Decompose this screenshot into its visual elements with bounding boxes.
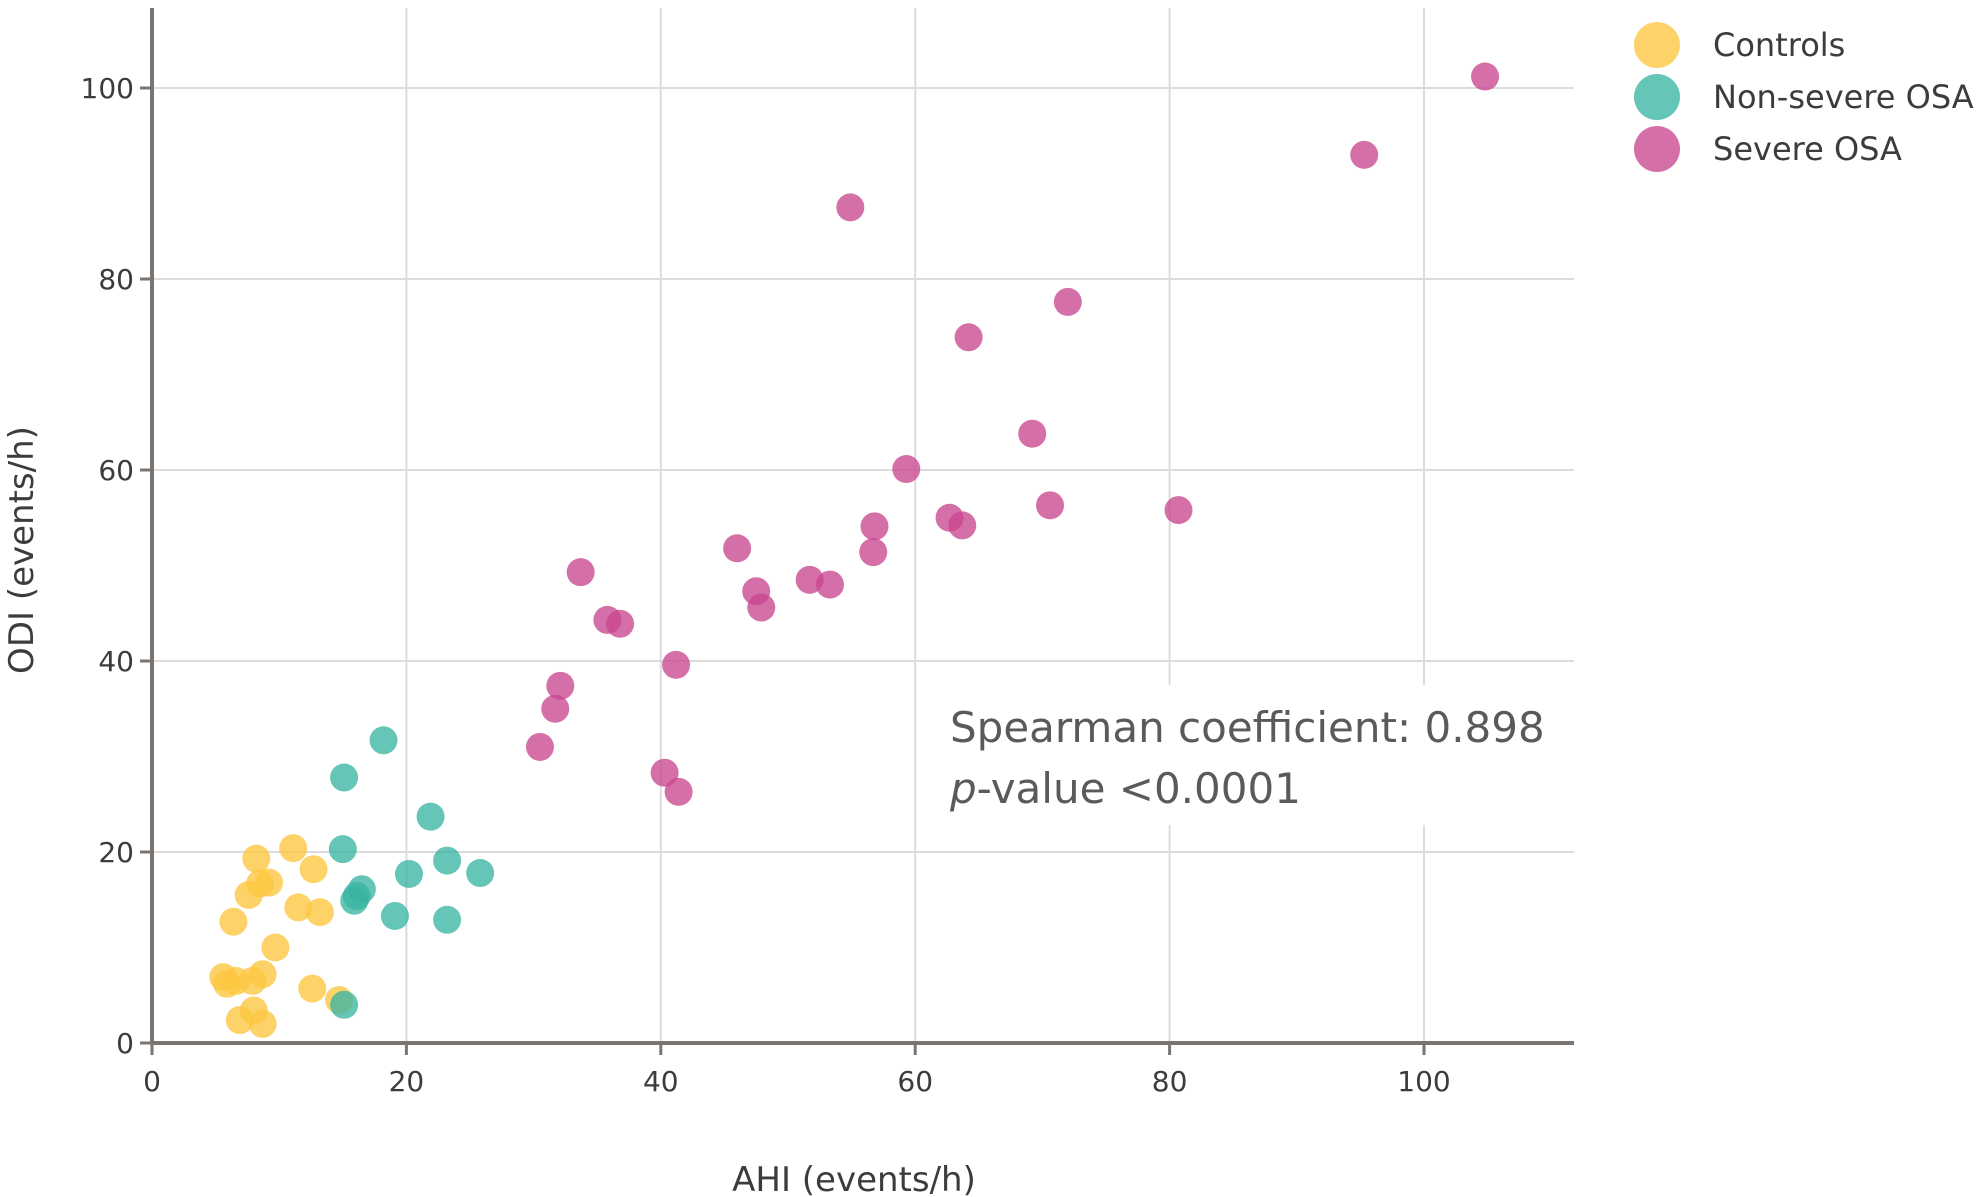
legend: Controls Non-severe OSA Severe OSA — [1634, 22, 1974, 172]
data-point — [261, 933, 290, 962]
data-point — [836, 193, 865, 222]
data-point — [954, 323, 983, 352]
data-point — [1018, 419, 1047, 448]
x-tick-label: 40 — [643, 1065, 679, 1098]
data-point — [948, 511, 977, 540]
legend-item: Non-severe OSA — [1634, 74, 1974, 120]
data-point — [433, 846, 462, 875]
data-point — [892, 455, 921, 484]
data-point — [859, 538, 888, 567]
annotation-pvalue-rest: -value <0.0001 — [977, 764, 1301, 813]
annotation-pvalue: p-value <0.0001 — [949, 764, 1301, 813]
data-point — [815, 570, 844, 599]
y-tick-label: 40 — [98, 645, 134, 678]
legend-marker — [1634, 74, 1680, 120]
gridlines — [152, 8, 1574, 1043]
annotation-background — [935, 685, 1555, 825]
x-tick-label: 100 — [1397, 1065, 1450, 1098]
data-point — [860, 512, 889, 541]
data-point — [1164, 496, 1193, 525]
data-point — [279, 834, 308, 863]
data-point — [330, 763, 359, 792]
annotation-pvalue-p: p — [949, 764, 977, 813]
series-controls — [209, 834, 353, 1038]
annotation-spearman: Spearman coefficient: 0.898 — [950, 703, 1545, 752]
data-point — [369, 726, 398, 755]
x-tick-label: 0 — [143, 1065, 161, 1098]
data-point — [248, 960, 277, 989]
data-points — [209, 62, 1500, 1038]
legend-label: Controls — [1713, 26, 1845, 64]
data-point — [525, 732, 554, 761]
data-point — [330, 990, 359, 1019]
data-point — [380, 901, 409, 930]
data-point — [248, 1009, 277, 1038]
legend-marker — [1634, 22, 1680, 68]
data-point — [394, 859, 423, 888]
y-tick-label: 60 — [98, 454, 134, 487]
y-axis-title: ODI (events/h) — [2, 426, 42, 674]
legend-label: Severe OSA — [1713, 130, 1902, 168]
data-point — [747, 593, 776, 622]
data-point — [662, 650, 691, 679]
data-point — [416, 802, 445, 831]
legend-marker — [1634, 126, 1680, 172]
data-point — [298, 974, 327, 1003]
data-point — [255, 868, 284, 897]
data-point — [541, 694, 570, 723]
x-tick-label: 60 — [897, 1065, 933, 1098]
legend-item: Severe OSA — [1634, 126, 1902, 172]
y-tick-label: 100 — [81, 72, 134, 105]
data-point — [284, 893, 313, 922]
data-point — [299, 855, 328, 884]
series-severe-osa — [525, 62, 1500, 806]
data-point — [347, 875, 376, 904]
y-tick-label: 20 — [98, 836, 134, 869]
data-point — [1053, 287, 1082, 316]
data-point — [723, 534, 752, 563]
data-point — [328, 835, 357, 864]
data-point — [1036, 491, 1065, 520]
data-point — [566, 558, 595, 587]
data-point — [1471, 62, 1500, 91]
axes — [140, 8, 1574, 1055]
tick-labels: 0 20 40 60 80 100 0 20 40 60 80 100 — [81, 72, 1451, 1098]
data-point — [546, 671, 575, 700]
data-point — [1350, 140, 1379, 169]
data-point — [305, 898, 334, 927]
x-tick-label: 80 — [1152, 1065, 1188, 1098]
x-axis-title: AHI (events/h) — [732, 1160, 976, 1197]
data-point — [242, 844, 271, 873]
data-point — [466, 859, 495, 888]
data-point — [219, 907, 248, 936]
x-tick-label: 20 — [389, 1065, 425, 1098]
data-point — [606, 609, 635, 638]
y-tick-label: 80 — [98, 263, 134, 296]
legend-item: Controls — [1634, 22, 1845, 68]
legend-label: Non-severe OSA — [1713, 78, 1974, 116]
data-point — [664, 777, 693, 806]
data-point — [433, 905, 462, 934]
y-tick-label: 0 — [116, 1027, 134, 1060]
series-non-severe-osa — [328, 726, 495, 1019]
